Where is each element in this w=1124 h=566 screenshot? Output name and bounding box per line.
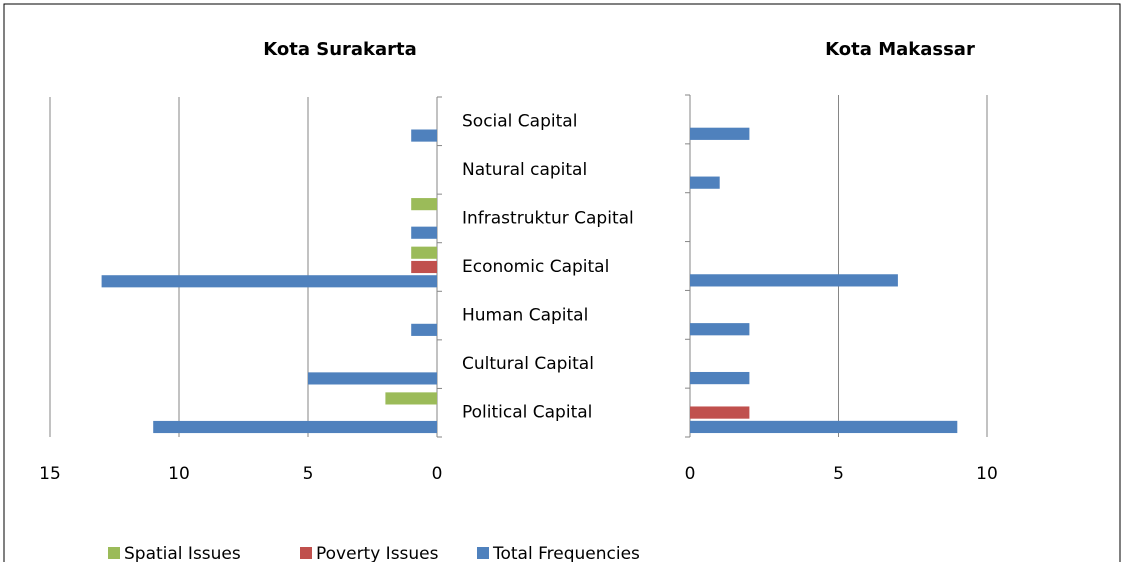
bar <box>411 198 437 211</box>
chart-title: Kota Surakarta <box>263 39 417 60</box>
category-label: Human Capital <box>462 306 588 326</box>
bar <box>690 274 898 287</box>
chart-title: Kota Makassar <box>825 39 975 60</box>
bar <box>690 176 720 189</box>
x-tick-label: 10 <box>168 464 190 484</box>
bar <box>690 371 750 385</box>
category-label: Social Capital <box>462 111 577 131</box>
bar <box>101 275 437 288</box>
bar <box>411 260 437 274</box>
bar <box>411 129 437 142</box>
legend-swatch <box>477 547 489 559</box>
bar <box>411 323 437 336</box>
x-tick-label: 10 <box>976 464 998 484</box>
legend-label: Poverty Issues <box>316 544 439 562</box>
x-tick-label: 5 <box>303 464 314 484</box>
bar <box>690 406 750 419</box>
category-label: Political Capital <box>462 403 592 423</box>
legend-swatch <box>108 547 120 559</box>
category-label: Infrastruktur Capital <box>462 208 634 228</box>
bar <box>385 392 437 405</box>
x-tick-label: 15 <box>39 464 61 484</box>
bar <box>153 420 437 434</box>
legend-swatch <box>300 547 312 559</box>
bar <box>690 323 750 336</box>
bar <box>690 127 750 140</box>
category-label: Cultural Capital <box>462 354 594 374</box>
x-tick-label: 0 <box>432 464 443 484</box>
category-label: Natural capital <box>462 160 587 180</box>
bar <box>411 226 437 239</box>
category-label: Economic Capital <box>462 257 609 277</box>
bar <box>411 246 437 259</box>
bar <box>690 420 958 434</box>
bar <box>308 372 437 385</box>
x-tick-label: 5 <box>833 464 844 484</box>
frame <box>3 3 1121 566</box>
legend-label: Total Frequencies <box>492 544 640 562</box>
legend-label: Spatial Issues <box>124 544 241 562</box>
x-tick-label: 0 <box>685 464 696 484</box>
